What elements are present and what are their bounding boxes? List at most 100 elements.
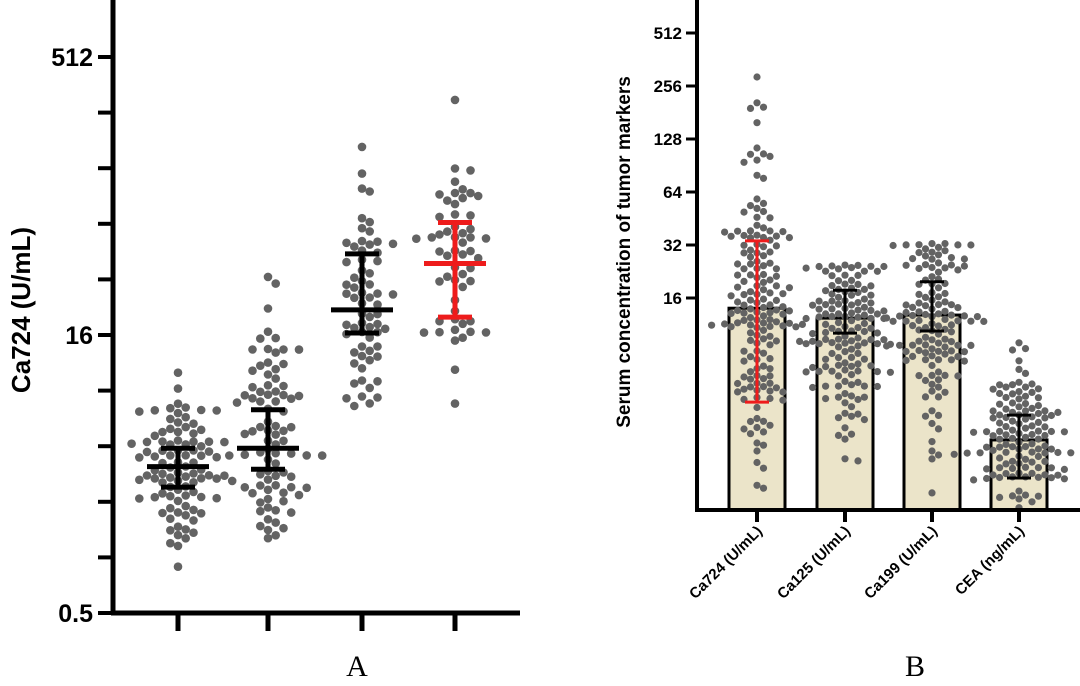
panel-b-data-point (915, 249, 923, 257)
panel-b-data-point (996, 389, 1004, 398)
panel-a-data-point (466, 276, 475, 286)
panel-b-x-tick-label: Ca199 (U/mL) (861, 523, 941, 603)
panel-b-data-point (766, 387, 774, 395)
panel-b-data-point (1021, 463, 1030, 471)
panel-a-data-point (435, 190, 444, 199)
panel-b-data-point (841, 271, 849, 279)
panel-a-data-point (357, 351, 367, 361)
panel-b-data-point (828, 297, 836, 305)
panel-b-data-point (873, 368, 882, 376)
panel-a-data-point (173, 399, 183, 409)
panel-a-data-point (481, 234, 491, 243)
panel-b-data-point (766, 394, 774, 403)
panel-b-data-point (1008, 457, 1017, 465)
panel-b-data-point (873, 340, 882, 348)
panel-b-data-point (880, 307, 888, 315)
panel-a-data-point (189, 478, 198, 487)
panel-b-data-point (828, 312, 836, 321)
panel-b-data-point (796, 337, 804, 345)
panel-b-x-tick-label: Ca125 (U/mL) (774, 523, 854, 603)
panel-b-data-point (886, 368, 895, 376)
panel-a-data-point (271, 531, 281, 540)
panel-b-data-point (834, 310, 843, 318)
panel-a-data-point (419, 328, 429, 337)
panel-b-data-point (834, 319, 843, 327)
panel-b-data-point (759, 199, 768, 207)
panel-a-data-point (173, 522, 183, 531)
panel-b-data-point (1015, 395, 1023, 403)
panel-a-data-point (263, 533, 273, 543)
panel-b-data-point (746, 288, 755, 296)
panel-b-data-point (746, 202, 755, 210)
panel-b-y-tick-label: 128 (654, 130, 682, 149)
panel-b-data-point (834, 293, 843, 301)
panel-b-data-point (960, 262, 969, 270)
panel-b-data-point (889, 241, 897, 250)
panel-b-data-point (847, 353, 856, 361)
panel-b-data-point (759, 103, 768, 111)
panel-b-data-point (860, 393, 869, 401)
panel-b-data-point (1047, 427, 1055, 436)
panel-a-data-point (365, 227, 375, 236)
panel-b-data-point (854, 334, 862, 342)
panel-b-data-point (753, 439, 761, 447)
panel-b-data-point (759, 383, 768, 391)
panel-a-data-point (150, 474, 160, 483)
panel-b-data-point (963, 449, 971, 457)
panel-b-data-point (867, 314, 875, 322)
panel-a-data-point (373, 256, 382, 266)
panel-b-data-point (759, 224, 768, 232)
panel-a-data-point (350, 242, 359, 251)
panel-b-data-point (708, 321, 716, 329)
panel-b-data-point (902, 317, 910, 325)
panel-b-data-point (941, 289, 949, 298)
panel-b-data-point (792, 323, 800, 331)
panel-b-data-point (759, 295, 768, 303)
panel-b-data-point (772, 272, 781, 280)
panel-b-data-point (779, 228, 787, 236)
panel-b-data-point (934, 259, 943, 267)
panel-b-data-point (854, 349, 862, 357)
panel-b-data-point (921, 333, 930, 341)
panel-b-data-point (753, 403, 761, 412)
panel-b-data-point (759, 150, 768, 158)
panel-a-data-point (450, 177, 460, 186)
panel-a-data-point (166, 491, 175, 501)
panel-b-data-point (954, 353, 962, 361)
panel-a-data-point (173, 562, 183, 571)
panel-b-data-point (915, 372, 923, 380)
panel-b-data-point (996, 464, 1004, 472)
panel-b-data-point (785, 284, 794, 292)
panel-b-data-point (909, 352, 917, 360)
panel-b-data-point (960, 348, 969, 356)
panel-b-data-point (759, 270, 768, 279)
panel-a-data-point (466, 233, 475, 242)
panel-b-data-point (740, 265, 748, 273)
panel-b-data-point (915, 316, 923, 325)
panel-b-data-point (896, 312, 904, 320)
panel-a-data-point (271, 397, 281, 406)
panel-b-data-point (746, 104, 755, 112)
panel-b-y-tick-label: 256 (654, 77, 682, 96)
panel-b-data-point (1034, 464, 1042, 472)
panel-b-data-point (822, 328, 830, 337)
panel-b-data-point (934, 411, 943, 419)
panel-b-data-point (1008, 443, 1017, 451)
panel-b-data-point (854, 280, 862, 288)
panel-b-data-point (983, 465, 991, 473)
panel-a-data-point (173, 496, 183, 506)
panel-a-data-point (357, 376, 367, 385)
panel-a-data-point (248, 427, 257, 436)
panel-a-data-point (350, 359, 359, 368)
panel-a-data-point (365, 355, 375, 365)
panel-a-data-point (279, 523, 288, 533)
panel-b-data-point (785, 319, 794, 327)
panel-a-data-point (271, 430, 281, 439)
panel-b-data-point (841, 390, 849, 398)
panel-a-data-point (450, 210, 460, 219)
panel-b-data-point (1028, 498, 1036, 506)
panel-b-data-point (983, 474, 991, 483)
panel-b-data-point (740, 249, 748, 257)
panel-b-data-point (1002, 431, 1010, 439)
panel-b-data-point (934, 339, 943, 347)
